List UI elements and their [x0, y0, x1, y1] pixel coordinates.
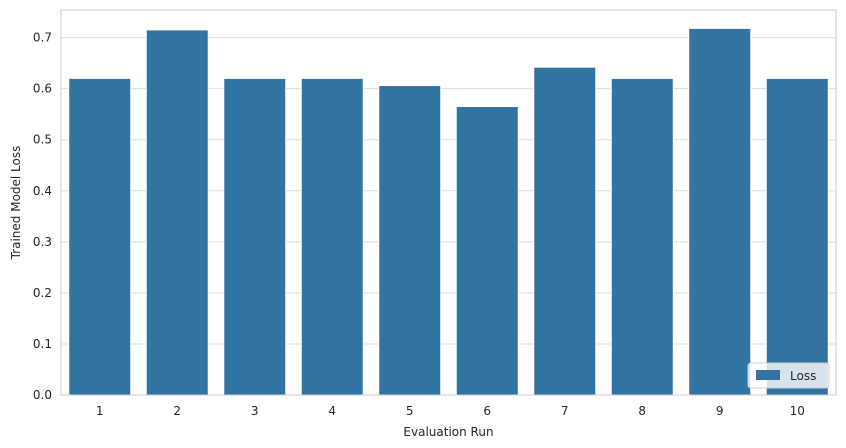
bar-run-2: [145, 29, 209, 396]
x-tick-label: 9: [716, 404, 724, 418]
bar-run-9: [688, 27, 752, 396]
x-tick-label: 6: [483, 404, 491, 418]
x-axis-label: Evaluation Run: [403, 425, 493, 439]
y-tick-label: 0.1: [33, 337, 52, 351]
plot-frame: [60, 9, 837, 396]
x-tick-label: 8: [638, 404, 646, 418]
x-tick-label: 7: [561, 404, 569, 418]
x-tick-labels: 1 2 3 4 5 6 7 8 9 10: [96, 404, 805, 418]
x-tick-label: 2: [173, 404, 181, 418]
legend-swatch: [756, 370, 780, 380]
legend-box: [747, 362, 830, 389]
x-tick-label: 5: [406, 404, 414, 418]
y-tick-label: 0.5: [33, 133, 52, 147]
legend-label-loss: Loss: [790, 369, 816, 383]
x-tick-label: 1: [96, 404, 104, 418]
y-tick-label: 0.4: [33, 184, 52, 198]
y-tick-label: 0.0: [33, 388, 52, 402]
bar-run-7: [533, 66, 597, 396]
y-tick-label: 0.6: [33, 82, 52, 96]
y-tick-labels: 0.0 0.1 0.2 0.3 0.4 0.5 0.6 0.7: [33, 31, 52, 402]
bar-run-10: [765, 77, 829, 396]
bar-run-6: [455, 106, 519, 396]
bar-run-5: [378, 85, 442, 396]
x-tick-label: 4: [328, 404, 336, 418]
y-tick-label: 0.7: [33, 31, 52, 45]
y-axis-label: Trained Model Loss: [9, 146, 23, 261]
y-tick-label: 0.2: [33, 286, 52, 300]
bar-run-1: [68, 77, 132, 396]
y-tick-label: 0.3: [33, 235, 52, 249]
bar-run-3: [223, 77, 287, 396]
bar-run-4: [300, 77, 364, 396]
bars: [68, 27, 829, 396]
legend: Loss: [747, 362, 830, 389]
x-tick-label: 10: [790, 404, 805, 418]
bar-run-8: [610, 77, 674, 396]
x-tick-label: 3: [251, 404, 259, 418]
